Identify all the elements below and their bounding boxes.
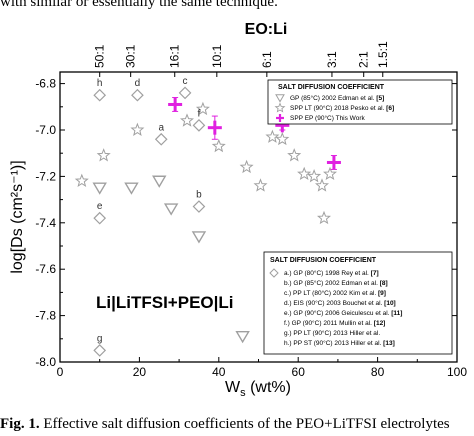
diamond-point [192,119,206,132]
legend-bottom-entry: e.) GP (90°C) 2006 Geiculescu et al. [11… [284,309,402,317]
legend-top-box [267,79,453,125]
top-tick-label: 30:1 [124,44,138,68]
legend-bottom-title: SALT DIFFUSION COEFFICIENT [270,257,377,264]
star-point [297,166,312,181]
x-tick-label: 0 [57,365,64,379]
top-tick-label: 10:1 [210,44,224,68]
triangle-point [163,203,179,216]
legend-bottom-box [263,251,453,355]
star-point [315,178,329,192]
legend-bottom-entry: d.) EIS (90°C) 2003 Bouchet et al. [10] [284,299,396,307]
y-axis-title: log[Ds (cm²s⁻¹)] [9,160,26,273]
triangle-point [152,175,167,188]
legend-plus-icon [276,114,284,122]
y-tick-label: -7.6 [35,262,56,276]
diamond-point [178,86,192,100]
star-point [307,169,322,183]
star-point [265,129,280,143]
x-tick-label: 100 [447,365,467,379]
y-tick-label: -8.0 [35,355,56,369]
x-tick-label: 80 [371,365,385,379]
triangle-point [92,182,107,195]
star-point [239,159,254,174]
star-point [130,122,145,137]
top-tick-label: 3:1 [325,51,339,68]
chart: 0 20 40 60 80 100 -8.0 -7.8 -7.6 -7.4 -7.2 -7.0 -6.8… [9,21,467,399]
legend-triangle-icon [275,94,285,103]
x-tick-label: 40 [212,365,226,379]
diamond-point [131,88,144,102]
legend-star-icon [274,102,286,113]
star-point [317,210,331,225]
x-axis-title: Ws (wt%) [225,379,291,399]
legend-bottom-entry: h.) PP ST (90°C) 2013 Hiller et al. [13] [284,339,395,347]
y-tick-label: -6.8 [35,77,56,91]
star-point [323,166,338,181]
this-work-point [326,155,341,170]
legend-bottom-entry: g.) PP LT (90°C) 2013 Hiller et al. [284,329,380,337]
point-label: c [183,76,188,87]
top-tick-label: 6:1 [260,51,274,68]
this-work-point [168,97,183,112]
diamond-point [192,200,206,213]
star-point [275,131,290,146]
star-point [74,173,89,188]
top-tick-label: 1.5:1 [376,41,390,68]
point-label: h [97,78,103,89]
y-tick-label: -7.0 [35,123,56,137]
point-label: b [196,190,202,201]
star-point [179,113,194,127]
point-label: g [97,333,103,344]
y-tick-label: -7.2 [35,169,56,183]
top-tick-label: 2:1 [357,51,371,68]
legend-top-entry: SPP EP (90°C) This Work [290,114,365,122]
legend-bottom-entry: f.) GP (90°C) 2011 Mullin et al. [12] [284,319,385,327]
triangle-point [124,182,139,195]
x-tick-label: 60 [292,365,306,379]
point-label: a [158,122,164,133]
diamond-point [154,132,168,146]
legend-top-entry: GP (85°C) 2002 Edman et al. [5] [290,94,384,102]
this-work-point [207,120,222,135]
y-tick-label: -7.8 [35,309,56,323]
legend-top-entry: SPP LT (90°C) 2018 Pesko et al. [6] [290,104,394,112]
top-tick-label: 50:1 [93,44,107,68]
point-label: e [97,201,103,212]
star-point [195,101,210,116]
preceding-text: with similar or essentially the same tec… [0,0,278,10]
triangle-point [191,231,207,244]
caption-text: Effective salt diffusion coefficients of… [43,416,450,432]
point-label: f [198,108,201,119]
caption-fig-label: Fig. 1. [0,416,40,432]
diamond-point [93,88,107,102]
legend-top-title: SALT DIFFUSION COEFFICIENT [278,84,385,91]
x-tick-label: 20 [133,365,147,379]
top-tick-label: 16:1 [168,44,182,68]
point-label: d [135,78,141,89]
diamond-point [93,211,107,225]
star-point [96,148,111,162]
legend-bottom-entry: a.) GP (80°C) 1998 Rey et al. [7] [284,269,379,277]
star-point [287,148,302,162]
legend-diamond-icon [269,268,279,278]
figure-caption: Fig. 1. Effective salt diffusion coeffic… [0,416,474,433]
star-point [211,138,226,153]
diamond-point [93,344,107,357]
legend-bottom-entry: c.) PP LT (80°C) 2002 Kim et al. [9] [284,289,386,297]
y-tick-label: -7.4 [35,216,56,230]
triangle-point [235,330,250,344]
legend-bottom-entry: b.) GP (85°C) 2002 Edman et al. [8] [284,279,388,287]
star-point [253,178,268,192]
top-axis-title: EO:Li [245,21,288,38]
chart-annotation: Li|LiTFSI+PEO|Li [96,293,234,312]
